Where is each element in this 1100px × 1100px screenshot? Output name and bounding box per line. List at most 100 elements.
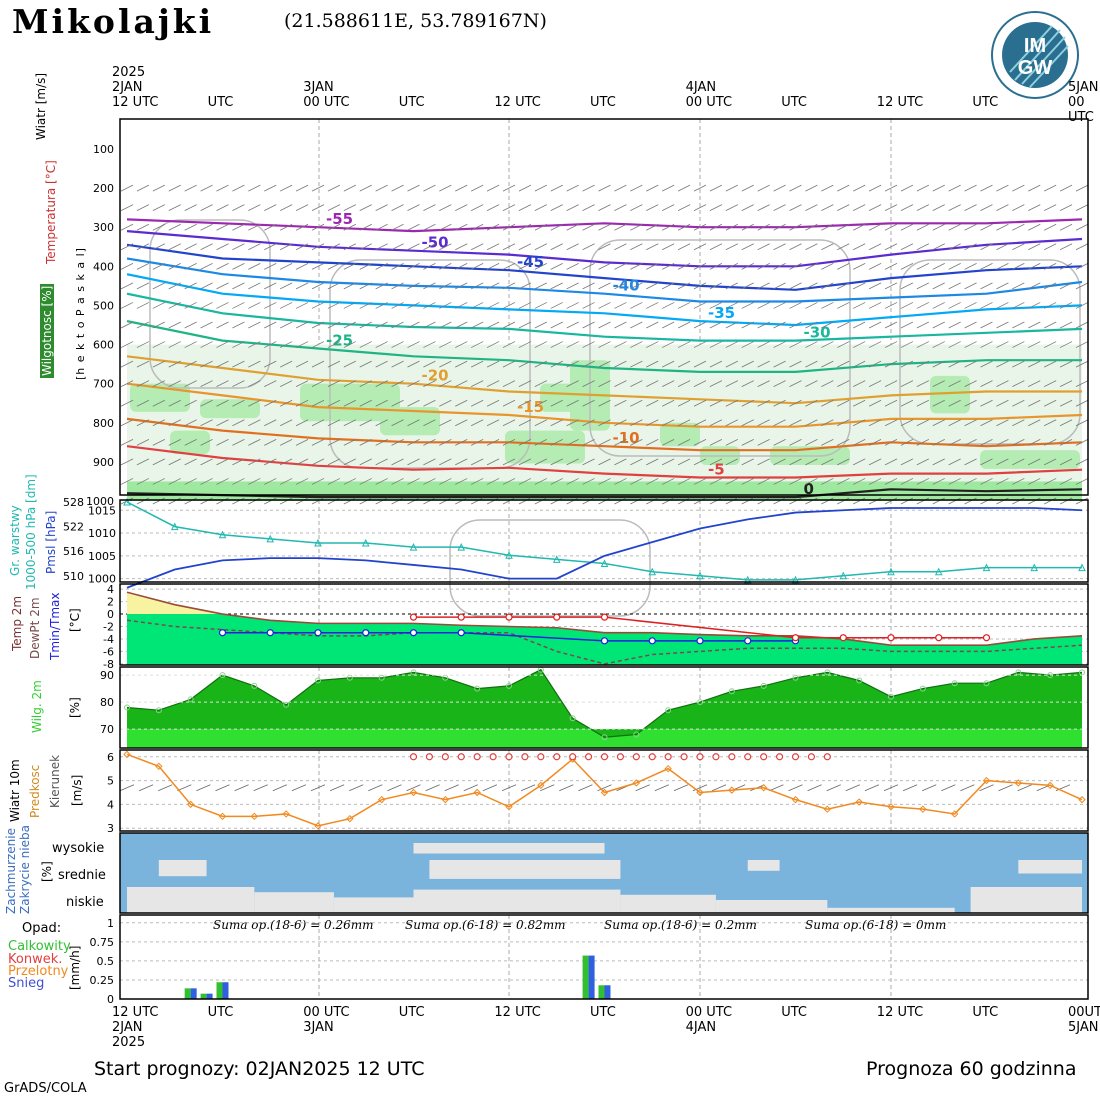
wind-barb <box>677 262 691 270</box>
wind-barb <box>566 321 579 329</box>
wind-barb <box>455 478 468 485</box>
wind-barb <box>518 458 532 466</box>
isotherm-0 <box>126 488 1083 499</box>
wind-barb <box>900 399 914 407</box>
wind-barb <box>550 380 563 388</box>
wind-barb <box>964 497 977 505</box>
humidity-patch <box>505 430 585 464</box>
wind-barb <box>884 360 898 368</box>
wind-barb <box>900 360 914 368</box>
tmax-point <box>505 613 513 621</box>
wind-barb <box>232 204 245 212</box>
wind-barb <box>852 262 866 270</box>
thickness-line <box>126 501 1082 581</box>
wind-barb <box>295 204 309 212</box>
wind-barb <box>837 497 850 505</box>
wind-dir-barb <box>1017 784 1032 792</box>
wind-barb <box>916 321 930 329</box>
wind-barb <box>980 223 993 231</box>
wind-barb <box>200 341 213 348</box>
wind-barb <box>248 419 261 427</box>
gust-point <box>728 753 736 761</box>
wind-barb <box>518 184 532 192</box>
pressure-tick: 700 <box>93 378 114 391</box>
wind-barb <box>566 478 579 485</box>
wind-barb <box>852 282 866 290</box>
wind-barb <box>327 497 341 505</box>
wind-barb <box>693 302 707 309</box>
wind-barb <box>248 497 261 505</box>
wind-barb <box>614 321 627 329</box>
wind-barb <box>279 497 293 505</box>
wind-barb <box>868 380 882 388</box>
wind-barb <box>709 282 723 290</box>
time-label: 00 UTC <box>685 95 733 110</box>
wind-barb <box>630 321 643 329</box>
humidity-point <box>155 707 162 714</box>
wind-barb <box>821 380 834 388</box>
wind-barb <box>439 380 452 388</box>
wind-barb <box>375 243 388 251</box>
wind-barb <box>1028 360 1041 368</box>
wind-barb <box>868 243 882 251</box>
wind-barb <box>693 321 707 329</box>
wind-barb <box>773 223 786 231</box>
wind-barb <box>120 380 134 388</box>
wind-barb <box>120 223 134 231</box>
wind-barb <box>1075 282 1089 290</box>
wind-barb <box>279 243 293 251</box>
wind-barb <box>821 458 834 466</box>
wind-barb <box>534 380 548 388</box>
wind-barb <box>216 204 229 212</box>
wind-barb <box>630 360 643 368</box>
wind-barb <box>136 399 150 407</box>
wind-barb <box>837 282 850 290</box>
thickness-point <box>1030 563 1039 572</box>
wind-barb <box>120 399 134 407</box>
wind-barb <box>868 478 882 485</box>
wind-barb <box>948 360 961 368</box>
wind-barb <box>248 321 261 329</box>
wind-speed-point <box>409 788 418 797</box>
wind-dir-barb <box>310 784 326 792</box>
wind-barb <box>805 184 818 192</box>
thickness-point <box>552 555 561 563</box>
wind-barb <box>916 438 930 446</box>
wind-barb <box>566 282 579 290</box>
gust-point <box>537 753 545 761</box>
wind-barb <box>646 204 659 212</box>
wind-barb <box>916 399 930 407</box>
wind-barb <box>1012 438 1025 446</box>
wind-barb <box>359 360 372 368</box>
wind-barb <box>311 204 325 212</box>
wind-barb <box>264 262 277 270</box>
wind-barb <box>614 360 627 368</box>
wind-barb <box>136 419 150 427</box>
station-coordinates: (21.588611E, 53.789167N) <box>284 10 547 32</box>
wind-barb <box>327 262 341 270</box>
wind-barb <box>725 360 739 368</box>
wind-barb <box>264 223 277 231</box>
wind-barb <box>837 458 850 466</box>
wind-barb <box>168 438 181 446</box>
wind-barb <box>661 399 675 407</box>
wind-barb <box>455 399 468 407</box>
wind-barb <box>232 419 245 427</box>
wind-barb <box>136 223 150 231</box>
wind-dir-barb <box>501 784 517 792</box>
tmax-point <box>839 634 847 642</box>
wind-barb <box>852 497 866 505</box>
humidity-point <box>251 682 258 689</box>
wind-barb <box>757 458 770 466</box>
wind-barb <box>884 438 898 446</box>
wind-barb <box>948 302 961 309</box>
wind-barb <box>1059 262 1073 270</box>
wind-barb <box>407 302 420 309</box>
wind-barb <box>725 321 739 329</box>
precip-tick: 0.75 <box>90 936 115 949</box>
humidity-tick: 70 <box>100 723 114 736</box>
time-label: 00 UTC <box>303 1005 350 1020</box>
wind-barb <box>693 262 707 270</box>
wind-barb <box>884 458 898 466</box>
humidity-patch <box>380 407 440 436</box>
